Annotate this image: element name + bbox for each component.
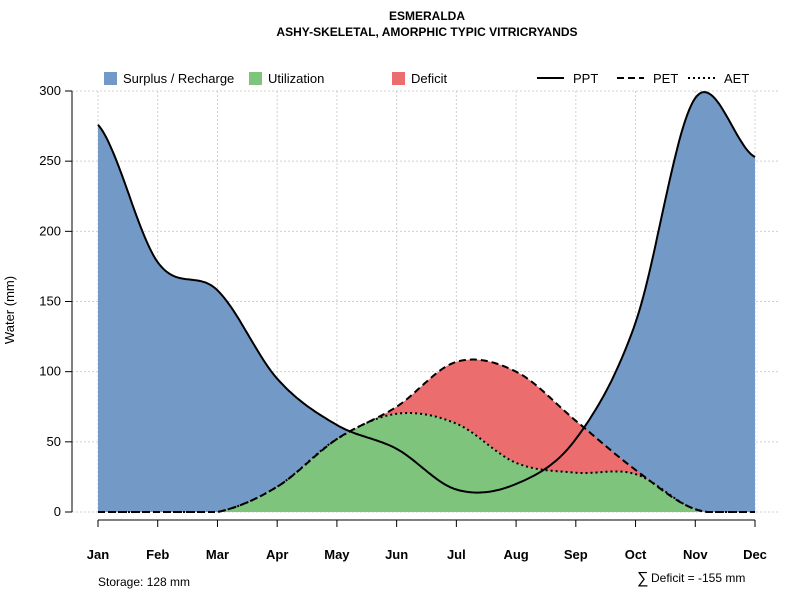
line-ppt	[97, 91, 756, 494]
y-tick-label: 0	[54, 504, 61, 519]
storage-annotation: Storage: 128 mm	[98, 575, 190, 589]
x-tick-label: Apr	[266, 547, 288, 562]
legend-swatch	[104, 72, 117, 85]
x-tick-label: May	[324, 547, 350, 562]
deficit-annotation: Deficit = -155 mm	[651, 571, 745, 585]
x-tick-label: Aug	[503, 547, 528, 562]
legend-label: Surplus / Recharge	[123, 71, 234, 86]
y-tick-label: 150	[39, 294, 61, 309]
legend-label: PPT	[573, 71, 598, 86]
x-tick-label: Dec	[743, 547, 767, 562]
chart-subtitle: ASHY-SKELETAL, AMORPHIC TYPIC VITRICRYAN…	[276, 25, 577, 39]
x-tick-label: Sep	[564, 547, 588, 562]
y-tick-label: 50	[47, 434, 61, 449]
line-aet	[98, 412, 755, 513]
x-tick-label: Jun	[385, 547, 408, 562]
x-tick-label: Nov	[683, 547, 708, 562]
legend-label: PET	[653, 71, 678, 86]
chart-title: ESMERALDA	[389, 9, 465, 23]
x-tick-label: Mar	[206, 547, 229, 562]
legend-swatch	[392, 72, 405, 85]
y-axis-label: Water (mm)	[2, 276, 17, 344]
deficit-area	[98, 359, 755, 512]
y-tick-label: 250	[39, 153, 61, 168]
x-tick-label: Feb	[146, 547, 169, 562]
deficit-sum-symbol: ∑	[637, 570, 648, 587]
x-tick-label: Oct	[625, 547, 647, 562]
x-tick-label: Jul	[447, 547, 466, 562]
y-tick-label: 300	[39, 83, 61, 98]
legend-label: Deficit	[411, 71, 448, 86]
legend-label: Utilization	[268, 71, 324, 86]
y-tick-label: 200	[39, 223, 61, 238]
x-tick-label: Jan	[87, 547, 109, 562]
surplus-area	[98, 92, 755, 512]
y-tick-label: 100	[39, 364, 61, 379]
legend-label: AET	[724, 71, 749, 86]
utilization-area	[98, 413, 755, 512]
legend-swatch	[249, 72, 262, 85]
